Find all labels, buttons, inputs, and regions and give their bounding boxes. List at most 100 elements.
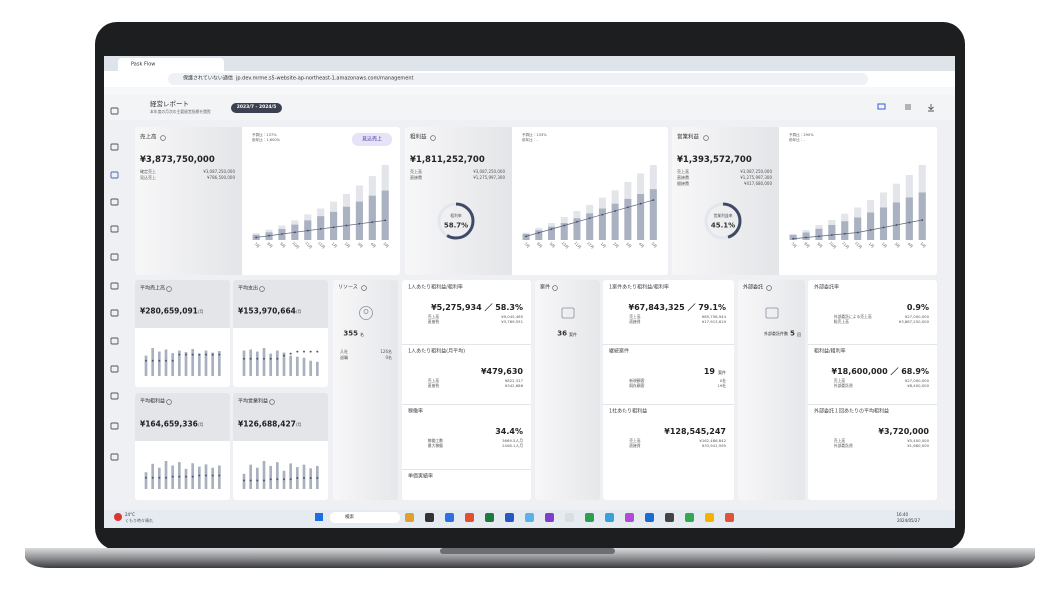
kpi-row-value: ¥417,680,000	[744, 181, 772, 186]
x-tick-label: 11月	[841, 240, 850, 249]
x-tick-label: 2月	[344, 241, 352, 249]
trend-point	[384, 219, 387, 222]
forecast-button-label[interactable]: 見込売上	[361, 136, 383, 142]
detail-unit: 案件	[718, 369, 726, 375]
monitor-icon	[877, 103, 886, 110]
url[interactable]: jp.dev.mrme.s5-website-ap-northeast-1.am…	[236, 75, 414, 82]
average-card	[233, 393, 328, 500]
mini-bar	[191, 349, 194, 376]
help-circle	[766, 285, 772, 291]
average-unit: /月	[198, 422, 204, 427]
kpi-note: 予算比：137%	[252, 133, 277, 138]
actual-bar	[368, 195, 376, 240]
summary-card	[738, 280, 805, 500]
kpi-note: 予算比：290%	[789, 133, 814, 138]
security-indicator[interactable]: 保護されていない通信	[183, 75, 233, 82]
detail-row-label: 直接費	[427, 383, 440, 389]
donut-label: 粗利率	[450, 213, 462, 219]
detail-row-value: 19社	[717, 383, 726, 389]
mini-point	[309, 350, 312, 353]
sidebar-icon	[110, 282, 119, 290]
help-icon	[259, 286, 265, 292]
trend-point	[306, 229, 309, 232]
tab-title[interactable]: Pask Flow	[131, 61, 156, 67]
mini-point	[289, 478, 292, 481]
detail-row-value: ¥9,045,465	[501, 314, 523, 320]
x-tick-label: 8月	[803, 241, 811, 249]
mini-chart	[144, 348, 221, 376]
trend-point	[805, 236, 807, 239]
actual-bar	[918, 192, 926, 240]
help-circle	[552, 285, 559, 291]
divider	[603, 404, 734, 405]
icon-box	[765, 307, 778, 319]
clock-date: 2024/05/27	[896, 518, 920, 523]
trend-point	[639, 202, 642, 205]
mini-point	[171, 359, 174, 362]
help-circle	[703, 135, 709, 141]
detail-value: ¥5,275,934 ／ 58.3%	[431, 303, 523, 312]
download-icon	[928, 104, 934, 112]
mini-bar	[276, 462, 279, 489]
help-circle	[269, 399, 275, 405]
mini-bar	[289, 463, 292, 489]
mini-point	[145, 359, 147, 362]
actual-bar	[342, 206, 351, 240]
mini-bar	[316, 361, 319, 376]
project-count: 36	[557, 329, 567, 338]
mini-bar	[198, 466, 201, 489]
x-tick-label: 11月	[573, 240, 582, 249]
help-icon	[160, 135, 167, 141]
actual-bar	[535, 230, 543, 240]
page-top	[104, 87, 955, 95]
mini-bar	[262, 461, 266, 489]
kpi-label: 営業利益	[677, 134, 700, 141]
x-tick-label: 4月	[638, 241, 646, 249]
mini-point	[269, 357, 272, 360]
donut	[437, 202, 475, 240]
help-circle	[430, 135, 437, 141]
period[interactable]: 2023/7 - 2024/5	[236, 104, 277, 110]
mini-point	[191, 475, 194, 478]
kpi-row-value: ¥786,500,000	[207, 175, 235, 180]
actual-bar	[548, 226, 555, 240]
detail-row-label: 最大稼働	[427, 443, 443, 449]
trend-point	[626, 206, 629, 209]
mini-bar	[184, 352, 188, 376]
x-tick-label: 7月	[253, 241, 261, 249]
x-tick-label: 4月	[907, 241, 915, 249]
mini-point	[263, 357, 265, 360]
sidebar-icon	[110, 253, 119, 261]
app-icon	[525, 513, 534, 522]
detail-row-label: 売上高	[833, 438, 846, 444]
period-pill	[231, 103, 282, 113]
x-tick-label: 12月	[586, 240, 595, 249]
mini-point	[289, 352, 292, 355]
x-tick-label: 3月	[357, 241, 365, 249]
app-icon	[625, 513, 634, 522]
mini-point	[158, 359, 161, 362]
detail-row-label: 売上高	[833, 378, 846, 384]
search-placeholder[interactable]: 検索	[345, 514, 354, 520]
donut-arc	[704, 202, 742, 240]
actual-bar	[381, 190, 389, 240]
x-tick-label: 1月	[600, 241, 608, 249]
x-tick-label: 1月	[331, 241, 339, 249]
detail-label: 単価実績率	[408, 473, 434, 480]
kpi-row-value: ¥3,087,250,000	[473, 169, 505, 174]
x-tick-label: 1月	[868, 241, 876, 249]
app-icon	[505, 513, 514, 522]
detail-row-value: ¥17,913,619	[701, 319, 726, 325]
detail-panel	[603, 280, 734, 500]
mini-bar	[178, 350, 181, 376]
x-tick-label: 9月	[279, 241, 287, 249]
mini-point	[211, 353, 214, 356]
summary-card	[535, 280, 600, 500]
mini-point	[205, 353, 207, 356]
trend-point	[576, 220, 578, 223]
trend-point	[614, 210, 617, 212]
actual-bar	[905, 197, 913, 240]
kpi-value: ¥1,811,252,700	[410, 154, 485, 165]
summary-label: 案件	[540, 284, 551, 291]
